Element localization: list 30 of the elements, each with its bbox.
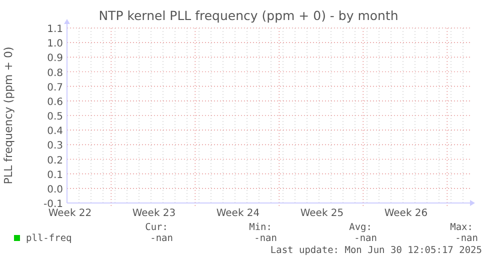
text: Last update: Mon Jun 30 12:05:17 2025 bbox=[270, 245, 482, 256]
y-tick-label: 0.9 bbox=[47, 53, 63, 64]
y-axis-title: PLL frequency (ppm + 0) bbox=[2, 46, 15, 184]
text: Min: bbox=[249, 222, 272, 233]
x-tick-label: Week 24 bbox=[216, 208, 260, 219]
y-tick-label: 1.0 bbox=[47, 38, 63, 50]
y-tick-label: 0.2 bbox=[47, 155, 63, 166]
legend-label: pll-freq bbox=[26, 233, 72, 244]
x-tick-label: Week 23 bbox=[132, 208, 176, 219]
y-tick-label: 0.4 bbox=[47, 126, 63, 138]
text: -nan bbox=[254, 233, 277, 244]
text: -nan bbox=[455, 233, 478, 244]
text: -nan bbox=[150, 233, 173, 244]
x-tick-label: Week 25 bbox=[300, 208, 344, 219]
y-tick-label: 0.7 bbox=[47, 82, 63, 94]
text: Avg: bbox=[349, 222, 372, 233]
text: Max: bbox=[450, 222, 473, 233]
y-tick-label: 0.8 bbox=[47, 68, 63, 79]
y-tick-label: 0.1 bbox=[47, 170, 63, 181]
x-tick-label: Week 26 bbox=[384, 208, 428, 219]
y-tick-label: 0.0 bbox=[47, 184, 63, 196]
y-tick-label: 0.3 bbox=[47, 140, 63, 152]
text: Cur: bbox=[145, 222, 168, 233]
y-tick-label: -0.1 bbox=[43, 199, 63, 210]
chart-title: NTP kernel PLL frequency (ppm + 0) - by month bbox=[98, 8, 398, 23]
y-tick-label: 1.1 bbox=[47, 24, 63, 35]
x-tick-label: Week 22 bbox=[48, 208, 92, 219]
text: -nan bbox=[354, 233, 377, 244]
y-tick-label: 0.6 bbox=[47, 96, 63, 108]
y-tick-label: 0.5 bbox=[47, 112, 63, 122]
